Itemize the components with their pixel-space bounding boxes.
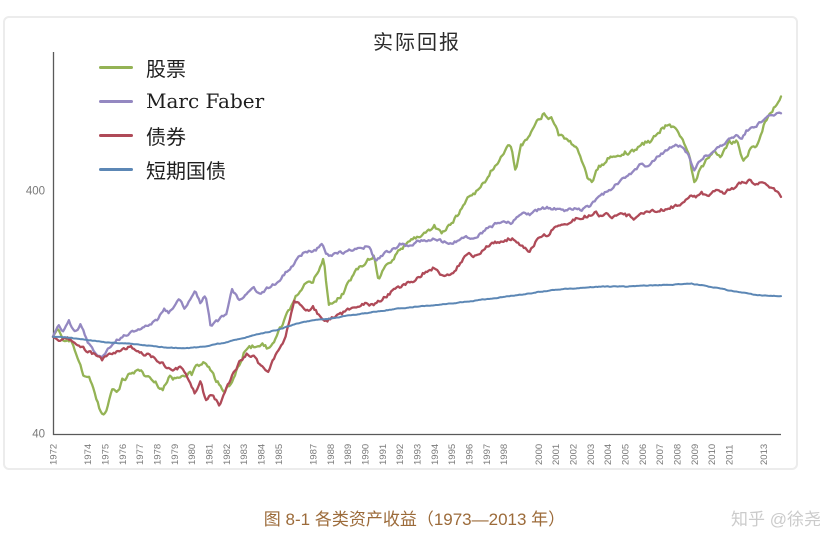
x-tick-label: 2008 [673, 444, 684, 465]
x-tick-label: 2007 [655, 444, 666, 465]
x-tick-label: 1989 [343, 444, 354, 465]
x-tick-label: 2004 [603, 444, 614, 465]
chart-title: 实际回报 [373, 30, 461, 54]
x-tick-label: 1998 [499, 444, 510, 465]
y-tick-label: 40 [32, 429, 45, 441]
x-tick-label: 1972 [49, 444, 60, 465]
chart-legend: 股票 Marc Faber 债券短期国债 [99, 50, 264, 186]
x-tick-label: 1995 [447, 444, 458, 465]
axes [52, 52, 781, 436]
legend-swatch-icon [99, 99, 133, 103]
x-tick-label: 1985 [274, 444, 285, 465]
x-tick-label: 1992 [395, 444, 406, 465]
x-tick-label: 2000 [534, 444, 545, 465]
x-tick-label: 1993 [413, 444, 424, 465]
legend-label: 短期国债 [146, 158, 226, 183]
legend-item-3: 债券 [99, 118, 264, 152]
x-tick-label: 2013 [759, 444, 770, 465]
x-tick-label: 1979 [170, 444, 181, 465]
x-tick-label: 2010 [707, 444, 718, 465]
series-line-2 [51, 111, 783, 359]
legend-item-4: 短期国债 [99, 152, 264, 186]
y-tick-label: 400 [26, 186, 45, 198]
legend-label: 债券 [146, 124, 186, 149]
series-line-4 [52, 282, 782, 350]
x-tick-label: 2002 [569, 444, 580, 465]
x-tick-label: 1991 [378, 444, 389, 465]
caption-row: 图 8-1 各类资产收益（1973—2013 年） 知乎 @徐尧 [0, 505, 829, 530]
x-tick-label: 2006 [638, 444, 649, 465]
legend-item-1: 股票 [99, 50, 264, 84]
x-tick-label: 1996 [465, 444, 476, 465]
x-tick-label: 1974 [83, 444, 94, 465]
x-tick-label: 2011 [725, 445, 736, 465]
x-tick-label: 1980 [187, 444, 198, 465]
figure-caption: 图 8-1 各类资产收益（1973—2013 年） [263, 510, 566, 529]
x-tick-label: 2003 [586, 444, 597, 465]
legend-swatch-icon [99, 133, 133, 137]
x-tick-label: 2009 [690, 444, 701, 465]
x-tick-label: 1984 [257, 444, 268, 465]
x-tick-label: 1988 [326, 444, 337, 465]
x-tick-label: 2001 [551, 444, 562, 465]
x-tick-label: 1981 [205, 444, 216, 465]
x-tick-label: 1975 [101, 444, 112, 465]
x-tick-label: 2005 [621, 444, 632, 465]
watermark: 知乎 @徐尧 [731, 510, 821, 529]
x-tick-label: 1983 [239, 444, 250, 465]
legend-swatch-icon [99, 65, 133, 69]
x-tick-label: 1976 [118, 444, 129, 465]
series-line-3 [51, 178, 783, 407]
x-tick-label: 1997 [482, 444, 493, 465]
x-tick-label: 1990 [361, 444, 372, 465]
legend-item-2: Marc Faber [99, 84, 264, 118]
legend-swatch-icon [99, 167, 133, 171]
legend-label: 股票 [146, 56, 186, 81]
x-tick-label: 1987 [309, 444, 320, 465]
series-line-1 [51, 95, 783, 416]
x-tick-label: 1994 [430, 444, 441, 465]
legend-label: Marc Faber [146, 89, 265, 113]
x-tick-label: 1977 [135, 444, 146, 465]
x-tick-label: 1982 [222, 444, 233, 465]
x-tick-label: 1978 [153, 444, 164, 465]
